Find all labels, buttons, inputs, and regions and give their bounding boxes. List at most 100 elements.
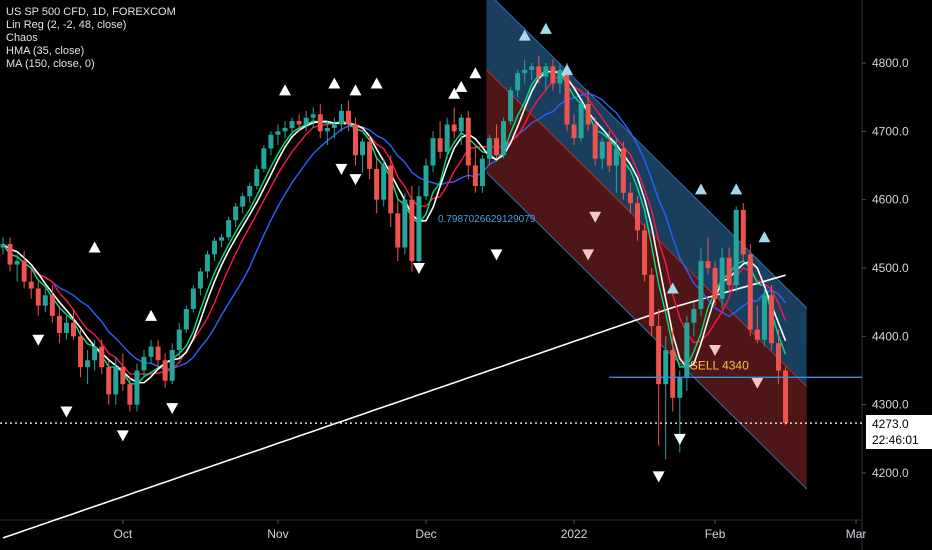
candle-body: [761, 295, 767, 340]
candle-body: [233, 206, 239, 221]
candle-body: [345, 110, 351, 125]
candle-body: [465, 117, 471, 166]
fractal-down-marker: [412, 263, 425, 274]
regression-upper-line: [494, 0, 808, 309]
candle-body: [21, 261, 27, 282]
candle-body: [550, 66, 556, 84]
candle-body: [768, 295, 774, 344]
candle-body: [677, 377, 683, 398]
candle-body: [141, 356, 147, 371]
fractal-up-marker: [279, 84, 291, 96]
candle-body: [381, 165, 387, 200]
hma-line: [2, 70, 787, 384]
candle-body: [571, 124, 577, 139]
candle-body: [28, 281, 34, 289]
candle-body: [613, 148, 619, 166]
fractal-up-marker: [370, 77, 383, 89]
fractal-up-marker: [730, 183, 743, 195]
fractal-up-marker: [561, 63, 573, 75]
fractal-down-marker: [582, 249, 595, 261]
fractal-down-marker: [32, 334, 45, 346]
candle-body: [289, 121, 295, 128]
fractal-down-marker: [335, 163, 348, 175]
fractal-up-marker: [328, 77, 341, 89]
x-tick-label: Oct: [114, 527, 133, 541]
candle-body: [670, 350, 676, 398]
candle-body: [71, 322, 76, 337]
bar-countdown: 22:46:01: [872, 433, 919, 447]
candle-body: [63, 322, 69, 333]
candle-body: [642, 230, 648, 275]
candle-body: [430, 138, 436, 166]
candle-body: [536, 66, 542, 77]
candle-body: [783, 370, 789, 424]
candle-body: [494, 138, 499, 156]
candle-body: [317, 114, 323, 132]
candle-body: [416, 196, 422, 262]
y-tick-label: 4200.0: [872, 466, 909, 480]
legend-lin-reg: Lin Reg (2, -2, 48, close): [6, 19, 127, 31]
candle-body: [663, 350, 669, 385]
candle-body: [522, 69, 528, 74]
candle-body: [56, 315, 62, 333]
fractal-down-marker: [349, 174, 362, 186]
current-price-tag: 4273.0 22:46:01: [866, 415, 932, 449]
candle-body: [204, 254, 210, 272]
candle-body: [635, 203, 640, 231]
candle-body: [592, 124, 598, 159]
candle-body: [310, 114, 316, 118]
current-price: 4273.0: [872, 417, 909, 431]
candle-body: [395, 213, 401, 248]
candle-body: [134, 370, 140, 405]
candle-body: [219, 237, 225, 241]
y-tick-label: 4400.0: [872, 329, 909, 343]
legend-ma: MA (150, close, 0): [6, 58, 95, 70]
ma150-line: [2, 274, 786, 539]
regression-mid-line: [486, 69, 808, 387]
fractal-up-marker: [518, 29, 531, 41]
candle-body: [247, 186, 253, 197]
candle-body: [85, 360, 91, 368]
candle-body: [212, 240, 217, 255]
fractal-up-marker: [469, 67, 482, 79]
candle-body: [127, 384, 133, 405]
candle-body: [479, 158, 485, 186]
candle-body: [733, 209, 739, 286]
candle-body: [515, 73, 521, 91]
candle-body: [113, 367, 119, 395]
candle-body: [7, 244, 13, 265]
fractal-down-marker: [116, 430, 129, 442]
candle-body: [719, 257, 725, 299]
fractal-up-marker: [455, 80, 468, 92]
x-tick-label: Dec: [415, 527, 436, 541]
candle-body: [303, 117, 309, 125]
fractal-up-marker: [666, 282, 679, 294]
fractal-down-marker: [673, 433, 686, 445]
candle-body: [240, 196, 246, 207]
sell-label: SELL 4340: [690, 358, 749, 372]
candle-body: [78, 336, 84, 368]
candle-body: [557, 69, 563, 84]
candle-body: [0, 244, 6, 248]
candle-body: [620, 148, 626, 193]
candle-body: [684, 322, 690, 378]
candle-body: [776, 343, 781, 371]
candle-body: [42, 295, 48, 306]
fractal-down-marker: [751, 377, 764, 389]
candle-body: [324, 127, 330, 132]
candle-body: [353, 124, 358, 156]
candle-body: [754, 329, 760, 340]
candle-body: [190, 288, 196, 309]
candle-body: [268, 134, 274, 149]
candle-body: [226, 220, 232, 238]
y-tick-label: 4600.0: [872, 193, 909, 207]
candle-body: [486, 138, 492, 159]
candle-body: [155, 346, 161, 361]
fractal-down-marker: [652, 471, 665, 483]
candle-body: [705, 261, 711, 268]
candle-body: [261, 148, 267, 169]
candle-body: [35, 288, 41, 306]
candle-body: [578, 104, 584, 139]
candle-body: [360, 141, 366, 156]
